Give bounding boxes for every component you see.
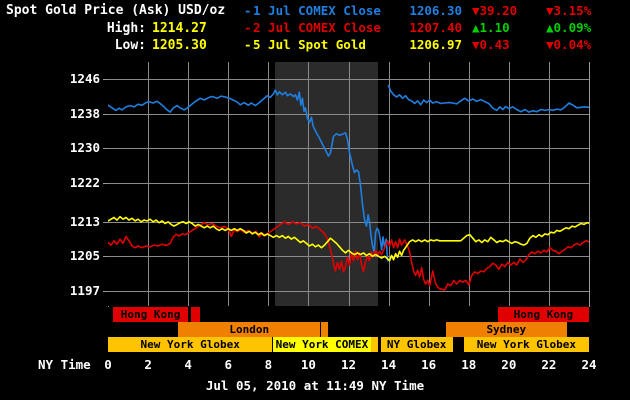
gridline-vertical: [308, 62, 309, 306]
footer-timestamp: Jul 05, 2010 at 11:49 NY Time: [205, 378, 425, 393]
legend-row: -5 Jul Spot Gold 1206.97 ▼0.43 ▼0.04%: [244, 37, 630, 54]
gridline-vertical: [469, 62, 470, 306]
page-title: Spot Gold Price (Ask) USD/oz: [6, 3, 226, 18]
gridline-vertical: [148, 62, 149, 306]
x-axis-label: 20: [501, 357, 517, 372]
gridline-horizontal: [108, 222, 589, 223]
session-bar-row: Hong Kong Hong Kong: [108, 307, 589, 322]
x-axis-label: 24: [581, 357, 597, 372]
x-axis-label: 0: [104, 357, 112, 372]
low-value: 1205.30: [152, 38, 207, 53]
gridline-vertical: [389, 62, 390, 306]
session-bar-row: London Sydney: [108, 322, 589, 337]
y-axis-label: 1230: [69, 140, 100, 155]
y-axis-tick: [103, 183, 108, 184]
y-axis-label: 1222: [69, 175, 100, 190]
plot-right-axis: [589, 62, 590, 307]
gridline-horizontal: [108, 114, 589, 115]
price-series-svg: [108, 84, 589, 291]
legend-series-name: 2 Jul COMEX Close: [253, 20, 381, 35]
y-axis-tick: [103, 148, 108, 149]
y-axis-label: 1205: [69, 248, 100, 263]
session-segment[interactable]: London: [178, 322, 321, 337]
session-segment[interactable]: New York Globex: [108, 337, 273, 352]
legend: -1 Jul COMEX Close 1206.30 ▼39.20 ▼3.15% -2 …: [244, 0, 630, 52]
x-axis-label: 16: [421, 357, 437, 372]
gridline-horizontal: [108, 256, 589, 257]
x-axis-label: 12: [340, 357, 357, 372]
series-line: [108, 221, 589, 291]
x-axis-label: 22: [541, 357, 557, 372]
y-axis-label: 1238: [69, 106, 100, 121]
x-axis-label: 14: [381, 357, 397, 372]
legend-change: ▲1.10: [472, 20, 510, 35]
session-segment[interactable]: [321, 322, 329, 337]
session-segment[interactable]: Sydney: [445, 322, 567, 337]
legend-series-name: 1 Jul COMEX Close: [253, 3, 381, 18]
legend-change-percent: ▼0.04%: [546, 37, 592, 52]
y-axis-tick: [103, 256, 108, 257]
series-line: [387, 84, 589, 113]
legend-change: ▼0.43: [472, 37, 510, 52]
gridline-vertical: [349, 62, 350, 306]
legend-series-name: 5 Jul Spot Gold: [253, 37, 366, 52]
legend-dash: -: [244, 20, 252, 35]
y-axis-label: 1197: [69, 283, 100, 298]
y-axis-tick: [103, 79, 108, 80]
low-label: Low:: [114, 38, 146, 53]
legend-row: -2 Jul COMEX Close 1207.40 ▲1.10 ▲0.09%: [244, 20, 630, 37]
x-axis-label: 18: [461, 357, 477, 372]
gridline-vertical: [228, 62, 229, 306]
high-value: 1214.27: [152, 21, 207, 36]
legend-price: 1206.30: [409, 3, 462, 18]
series-line: [108, 215, 589, 262]
session-segment[interactable]: New York COMEX: [273, 337, 371, 352]
high-label: High:: [106, 21, 146, 36]
session-bar-row: New York Globex New York COMEX NY Globex Ne…: [108, 337, 589, 352]
legend-row: -1 Jul COMEX Close 1206.30 ▼39.20 ▼3.15%: [244, 3, 630, 20]
x-axis-label: 6: [224, 357, 233, 372]
y-axis-tick: [103, 114, 108, 115]
session-segment[interactable]: NY Globex: [380, 337, 453, 352]
series-line: [108, 89, 389, 262]
session-segment[interactable]: Hong Kong: [497, 307, 589, 322]
x-axis-label: 8: [264, 357, 273, 372]
legend-change-percent: ▼3.15%: [546, 3, 592, 18]
gridline-vertical: [509, 62, 510, 306]
x-axis-title: NY Time: [38, 357, 91, 372]
session-segment[interactable]: Hong Kong: [113, 307, 189, 322]
gridline-horizontal: [108, 183, 589, 184]
y-axis-label: 1246: [69, 71, 100, 86]
legend-change: ▼39.20: [472, 3, 518, 18]
legend-price: 1207.40: [409, 20, 462, 35]
x-axis-label: 2: [144, 357, 152, 372]
gridline-horizontal: [108, 291, 589, 292]
header: Spot Gold Price (Ask) USD/oz High: 1214.…: [0, 0, 630, 54]
gridline-vertical: [429, 62, 430, 306]
legend-dash: -: [244, 37, 252, 52]
session-segment[interactable]: [370, 337, 378, 352]
y-axis-label: 1213: [69, 214, 100, 229]
x-axis-label: 10: [300, 357, 316, 372]
legend-dash: -: [244, 3, 252, 18]
session-segment[interactable]: [191, 307, 201, 322]
session-segment[interactable]: New York Globex: [463, 337, 589, 352]
gridline-horizontal: [108, 79, 589, 80]
legend-change-percent: ▲0.09%: [546, 20, 592, 35]
gridline-vertical: [549, 62, 550, 306]
y-axis-tick: [103, 291, 108, 292]
gridline-vertical: [188, 62, 189, 306]
plot-area: [108, 62, 589, 306]
legend-price: 1206.97: [409, 37, 462, 52]
market-session-bars: Hong Kong Hong Kong London Sydney New York G…: [108, 307, 589, 352]
gridline-vertical: [268, 62, 269, 306]
x-axis-label: 4: [184, 357, 192, 372]
y-axis-tick: [103, 222, 108, 223]
